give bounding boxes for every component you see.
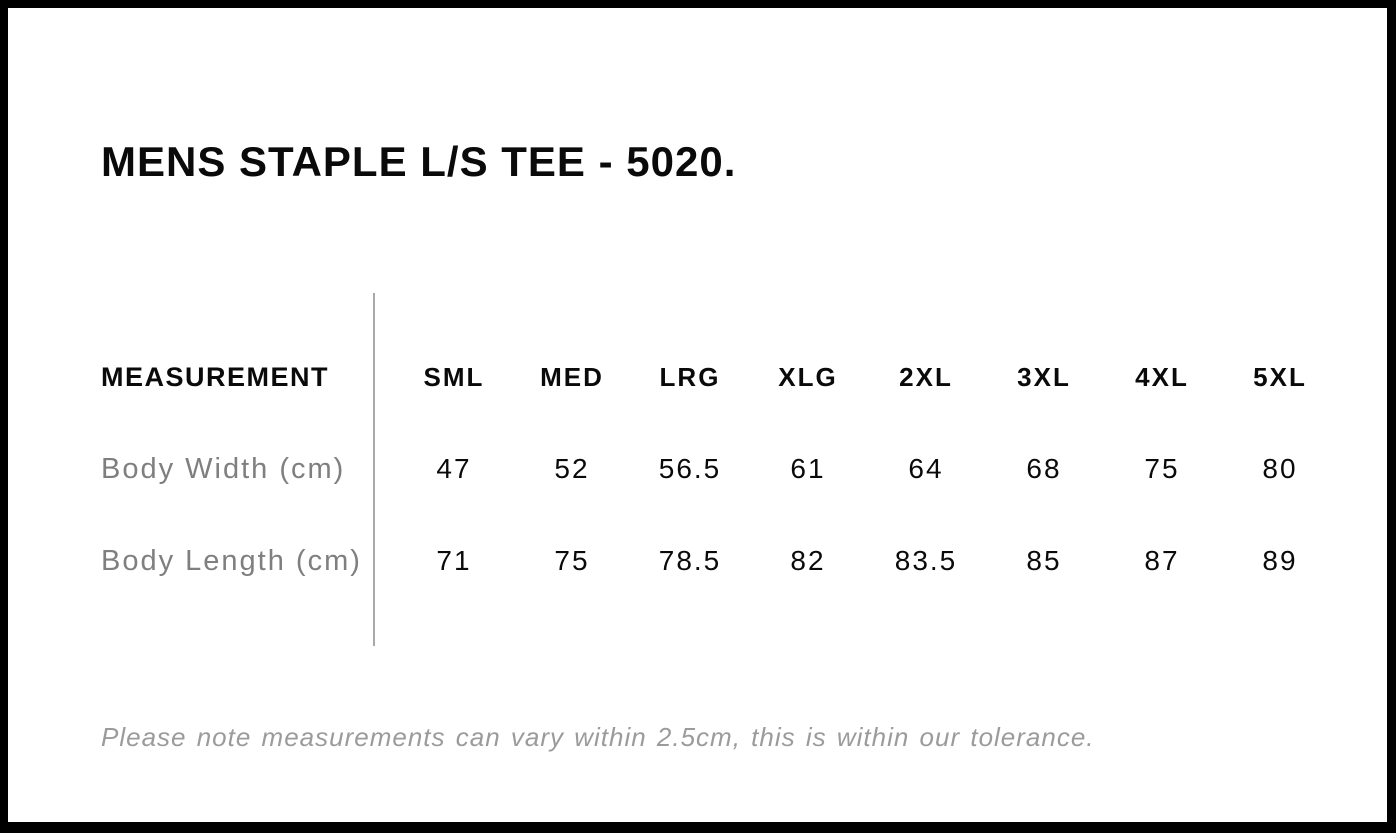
body-length-xlg: 82	[790, 545, 826, 576]
body-length-3xl: 85	[1026, 545, 1062, 576]
size-header-lrg: LRG	[659, 361, 721, 392]
size-header-med: MED	[540, 361, 604, 392]
body-length-med: 75	[554, 545, 590, 576]
page-title: MENS STAPLE L/S TEE - 5020.	[101, 138, 737, 186]
size-header-3xl: 3XL	[1017, 361, 1071, 392]
tolerance-note: Please note measurements can vary within…	[101, 722, 1095, 752]
measurement-column-header: MEASUREMENT	[101, 361, 330, 392]
body-width-3xl: 68	[1026, 453, 1062, 484]
body-width-lrg: 56.5	[658, 453, 722, 484]
body-width-2xl: 64	[908, 453, 944, 484]
body-width-4xl: 75	[1144, 453, 1180, 484]
body-width-sml: 47	[436, 453, 472, 484]
body-length-2xl: 83.5	[894, 545, 958, 576]
size-header-xlg: XLG	[778, 361, 838, 392]
size-header-sml: SML	[423, 361, 485, 392]
body-length-4xl: 87	[1144, 545, 1180, 576]
body-length-sml: 71	[436, 545, 472, 576]
body-width-xlg: 61	[790, 453, 826, 484]
row-label-body-length: Body Length (cm)	[101, 544, 362, 577]
size-chart-table: MEASUREMENT SML MED LRG XLG 2XL 3XL 4XL …	[101, 331, 1339, 607]
body-length-lrg: 78.5	[658, 545, 722, 576]
row-label-body-width: Body Width (cm)	[101, 452, 346, 485]
size-header-5xl: 5XL	[1253, 361, 1307, 392]
size-header-4xl: 4XL	[1135, 361, 1189, 392]
body-width-5xl: 80	[1262, 453, 1298, 484]
body-length-5xl: 89	[1262, 545, 1298, 576]
table-column-divider	[373, 293, 375, 646]
size-header-2xl: 2XL	[899, 361, 953, 392]
body-width-med: 52	[554, 453, 590, 484]
